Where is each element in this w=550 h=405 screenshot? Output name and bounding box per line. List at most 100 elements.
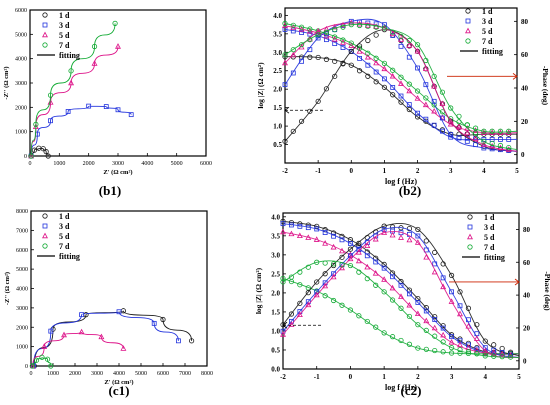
c1-point-5d [41,343,48,349]
c1-ytick-label: 2000 [16,325,28,331]
c2-logz-point-5d [389,284,396,291]
b2-phase-point-7d [315,32,321,38]
chart-c1: 0 1000 2000 3000 4000 5000 6000 7000 8000 0 1000 20… [4,209,213,398]
c2-phase-point-3d [305,299,311,305]
c2-ytick-label: 2.0 [271,289,280,297]
b1-fit-line-3d [30,105,132,157]
b1-ytick-label: 1000 [15,130,27,136]
b2-phase-point-3d [423,82,429,88]
b1-xtick-label: 2000 [83,161,95,167]
c2-logz-point-1d [423,305,429,311]
b1-ytick-label: 0 [24,154,27,160]
c2-phase-point-5d [288,321,295,327]
c1-point-5d [78,328,85,335]
b2-logz-point-1d [332,58,338,64]
b2-phase-point-5d [315,27,322,34]
b2-logz-point-5d [398,80,404,86]
c2-phase-point-3d [381,227,387,232]
b2-logz-point-1d [456,131,462,137]
b2-phase-point-5d [340,21,346,28]
b2-logz-point-5d [406,87,413,94]
c2-logz-point-5d [457,341,463,348]
b2-logz-point-5d [439,114,446,120]
c2-phase-point-7d [398,305,404,311]
b2-phase-point-3d [324,31,329,37]
c2-logz-point-1d [432,314,438,320]
b2-logz-point-7d [406,81,412,87]
b2-legend-marker-1d [465,8,471,14]
c2-phase-point-1d [314,279,320,285]
b2-phase-point-3d [489,146,495,152]
b1-ytick-label: 5000 [15,32,27,38]
b2-logz-point-3d [398,93,404,99]
c2-phase-point-7d [474,351,480,357]
c2-phase-point-7d [491,353,497,359]
c2-logz-point-3d [322,230,328,235]
c2-xtick-label: 1 [382,373,386,381]
b2-phase-point-7d [439,89,446,95]
b2-logz-point-7d [497,128,504,134]
b2-logz-point-7d [414,88,421,94]
c2-logz-point-5d [339,247,345,254]
c2-phase-point-7d [322,260,328,266]
b2-logz-point-1d [373,79,379,85]
c2-phase-point-5d [347,255,354,262]
b2-logz-point-3d [506,136,512,142]
c1-fit-line-5d [32,331,124,367]
b2-logz-point-1d [414,114,421,120]
b2-logz-point-1d [307,54,313,60]
b2-phase-point-7d [481,138,487,144]
b1-legend-label-5d: 5 d [59,31,70,40]
b1-ytick-label: 4000 [15,57,27,63]
b2-phase-point-3d [299,58,304,64]
c2-logz-point-7d [423,346,429,352]
c2-logz-point-7d [389,334,396,340]
c2-phase-point-5d [389,231,396,238]
c2-phase-point-7d [415,322,421,328]
c2-phase-point-7d [305,264,311,270]
b2-phase-point-5d [480,141,487,147]
c1-xtick-label: 7000 [179,371,191,377]
c2-phase-point-3d [457,303,463,309]
c1-point-5d [98,333,105,340]
c2-logz-point-3d [407,291,412,297]
c2-logz-point-7d [381,330,387,336]
c2-logz-point-5d [381,276,388,282]
c2-logz-point-7d [339,302,345,308]
c2-left-arrowhead [282,321,288,329]
c2-phase-point-1d [280,322,286,328]
c2-phase-point-7d [482,353,488,359]
b1-legend-label-3d: 3 d [59,21,70,30]
c2-phase-point-1d [406,226,413,232]
b2-logz-point-1d [323,56,330,62]
b1-ylabel: -Z'' (Ω cm²) [3,66,10,99]
c2-phase-point-1d [465,305,472,311]
c2-logz-point-3d [280,221,286,227]
c1-ytick-label: 5000 [16,267,28,273]
c1-ytick-label: 0 [25,364,28,370]
b2-phase-point-7d [373,24,379,30]
b1-point-5d [115,43,121,49]
c2-logz-point-5d [313,236,320,242]
b2-legend-marker-5d [465,27,471,34]
c2-logz-point-5d [440,331,447,338]
c1-point-7d [33,357,40,363]
b2-caption: (b2) [399,183,421,198]
b2-logz-point-5d [381,65,388,72]
c2-phase-point-5d [465,322,472,329]
c2-phase-point-7d [373,282,379,288]
b2-ytick-label: 1.5 [273,104,282,112]
c2-phase-point-1d [330,262,337,269]
c2-logz-point-7d [373,324,379,330]
b2-phase-point-5d [290,51,297,58]
b2-logz-point-3d [406,102,412,107]
c2-logz-point-7d [280,275,286,282]
b2-phase-point-1d [323,86,330,92]
b2-ylabel: log |Z| (Ω cm²) [256,62,265,109]
c2-y2tick-label: 40 [523,292,531,300]
c2-phase-point-5d [322,282,329,289]
b1-legend-label-fitting: fitting [59,51,80,60]
c2-phase-point-5d [448,298,455,304]
b2-logz-point-7d [506,128,512,134]
c2-ytick-label: 3.5 [271,232,280,240]
